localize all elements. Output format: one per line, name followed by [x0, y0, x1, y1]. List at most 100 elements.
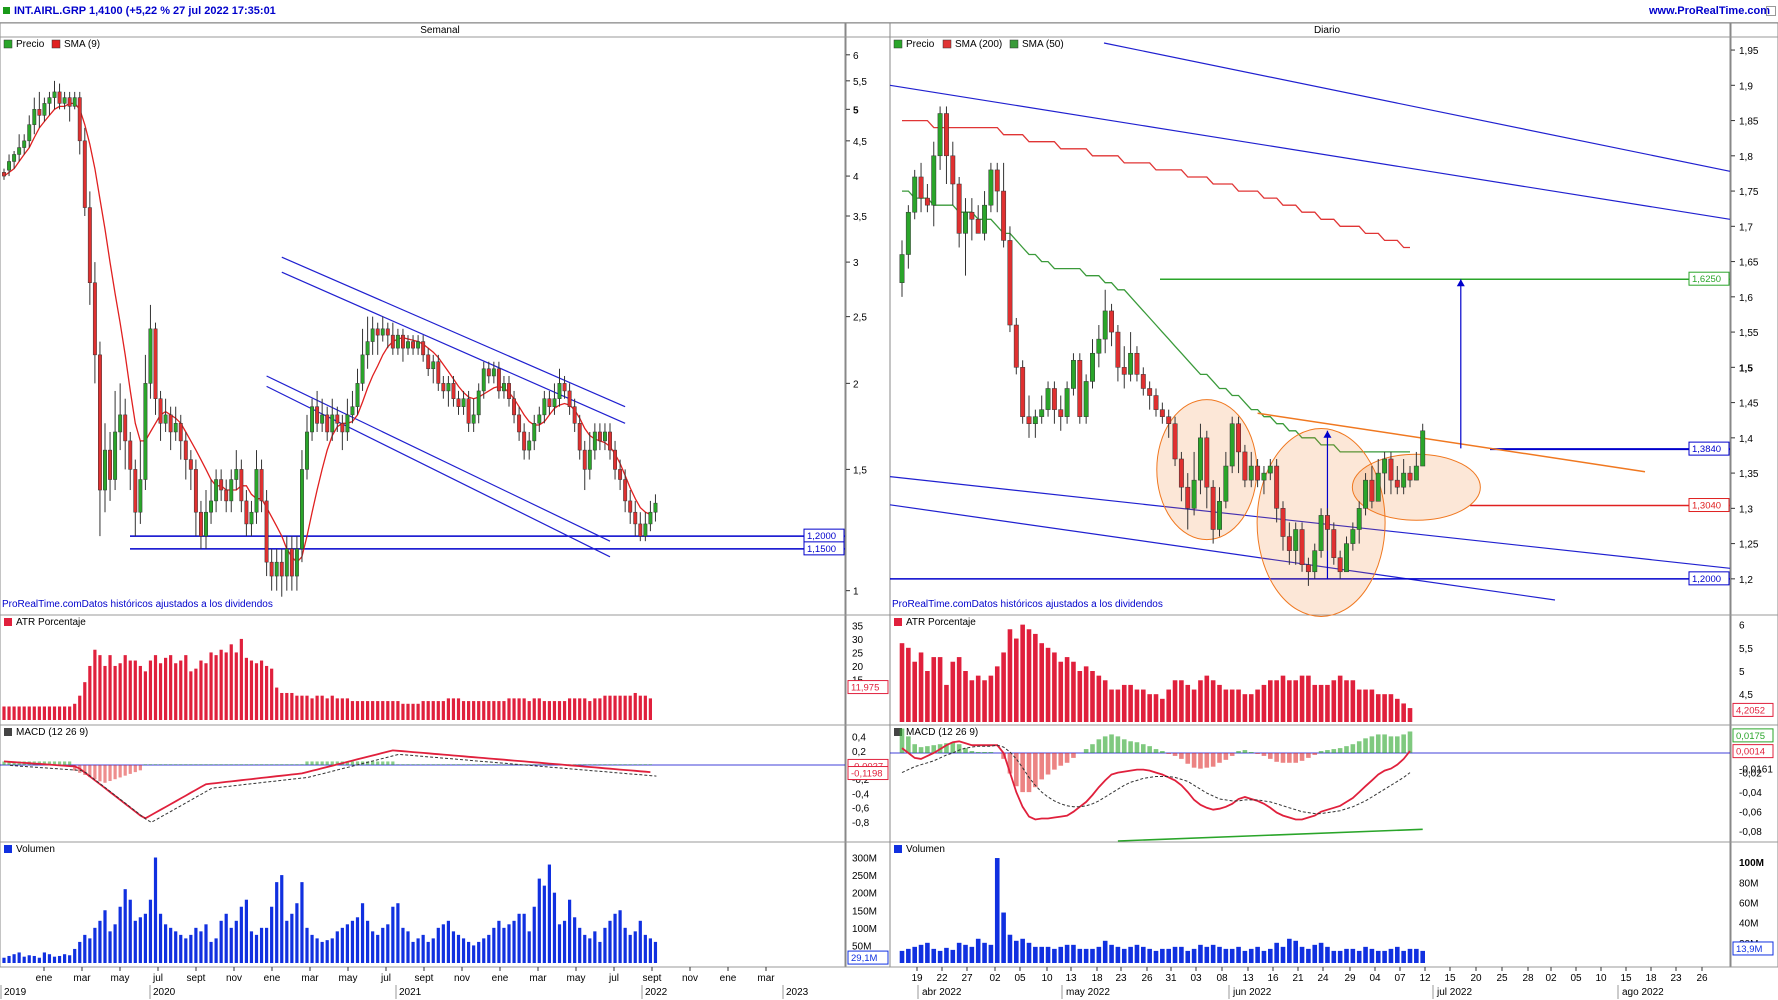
volume-bar	[578, 927, 582, 963]
macd-hist-bar	[391, 761, 395, 765]
panel-title-0: Semanal	[420, 25, 459, 36]
candle-body	[1217, 501, 1222, 530]
atr-bar	[411, 703, 415, 720]
volume-bar	[1204, 946, 1210, 963]
macd-hist-bar	[456, 764, 461, 765]
volume-bar	[1388, 948, 1394, 963]
macd-hist-bar	[588, 764, 592, 765]
candle-body	[1159, 409, 1165, 417]
macd-hist-bar	[335, 761, 339, 765]
atr-bar	[906, 647, 911, 722]
window-icon[interactable]	[1766, 6, 1776, 16]
macd-hist-bar	[1312, 753, 1318, 755]
candle-body	[1337, 557, 1343, 573]
atr-bar	[270, 668, 274, 720]
source-note: ProRealTime.comDatos históricos ajustado…	[892, 599, 1163, 610]
macd-hist-bar	[118, 765, 122, 778]
atr-bar	[406, 703, 410, 720]
atr-bar	[643, 695, 647, 720]
candle-body	[32, 109, 37, 125]
y-tick-label: 1,95	[1739, 46, 1759, 57]
atr-bar	[1268, 680, 1273, 722]
axis-frame-1	[1730, 22, 1778, 968]
macd-tick-label: 0,4	[852, 733, 866, 744]
atr-value-tag-box	[1732, 702, 1774, 717]
atr-bar	[982, 680, 987, 722]
atr-bar	[350, 701, 355, 720]
atr-bar	[148, 660, 153, 720]
macd-hist-bar	[603, 764, 607, 765]
x-tick-label: ene	[492, 973, 509, 984]
candle-body	[2, 172, 6, 177]
candle-body	[17, 147, 22, 155]
atr-bar	[613, 695, 617, 720]
price-tag: 1,1500	[807, 544, 836, 555]
x-month-label: ago 2022	[1622, 987, 1664, 998]
volume-bar	[1102, 940, 1108, 963]
macd-hist-bar	[123, 765, 127, 776]
volume-bar	[467, 941, 471, 963]
x-year-label: 2020	[153, 987, 176, 998]
macd-hist-bar	[73, 765, 77, 771]
x-tick-label: 19	[911, 973, 923, 984]
candle-body	[1032, 416, 1038, 424]
atr-bar	[1274, 680, 1279, 722]
volume-bar	[37, 957, 41, 963]
volume-bar	[492, 927, 496, 963]
volume-bar	[249, 931, 254, 963]
candle-body	[491, 368, 496, 377]
volume-bar	[1268, 948, 1273, 963]
atr-bar	[7, 706, 11, 720]
candle-body	[52, 91, 57, 98]
x-tick-label: 13	[1065, 973, 1077, 984]
candle-body	[72, 97, 77, 107]
macd-hist-bar	[1318, 751, 1324, 753]
price-tag-box	[1688, 571, 1730, 586]
volume-bar	[1172, 946, 1178, 963]
candle-body	[178, 423, 183, 442]
y-tick-label: 2	[853, 379, 859, 390]
candle-body	[87, 207, 92, 283]
candle-body	[355, 383, 360, 407]
macd-hist-bar	[401, 764, 405, 765]
candle-body	[924, 197, 930, 206]
candle-body	[1363, 479, 1368, 509]
candle-body	[1128, 352, 1134, 375]
macd-hist-bar	[57, 761, 62, 765]
candle-body	[567, 390, 572, 407]
macd-hist-bar	[1147, 746, 1152, 753]
atr-bar	[199, 660, 203, 720]
macd-hist-bar	[133, 765, 137, 773]
macd-hist-bar	[2, 761, 6, 765]
atr-bar	[280, 692, 284, 720]
volume-bar	[1026, 942, 1032, 963]
volume-bar	[1052, 948, 1057, 963]
atr-bar	[1356, 689, 1362, 722]
candle-body	[975, 219, 981, 234]
atr-bar	[1236, 689, 1241, 722]
volume-bar	[421, 934, 425, 963]
volume-bar	[103, 910, 107, 963]
atr-bar	[310, 698, 314, 720]
atr-bar	[517, 698, 521, 720]
volume-bar	[527, 931, 531, 963]
candle-body	[401, 334, 405, 349]
macd-hist-tag-box	[1732, 728, 1774, 743]
volume-bar	[1153, 950, 1159, 963]
x-tick-label: 22	[936, 973, 948, 984]
candle-body	[138, 479, 143, 513]
candle-body	[133, 469, 138, 513]
atr-bar	[179, 660, 183, 720]
macd-hist-bar	[925, 746, 930, 753]
candle-body	[335, 414, 340, 424]
macd-hist-bar	[295, 764, 299, 765]
candle-body	[204, 511, 208, 537]
macd-hist-bar	[497, 764, 501, 765]
volume-bar	[285, 920, 289, 963]
volume-bar	[906, 948, 911, 963]
brand-link[interactable]: www.ProRealTime.com	[1648, 5, 1770, 17]
x-month-label: may 2022	[1066, 987, 1110, 998]
volume-bar	[184, 938, 188, 963]
volume-bar	[1337, 950, 1343, 963]
